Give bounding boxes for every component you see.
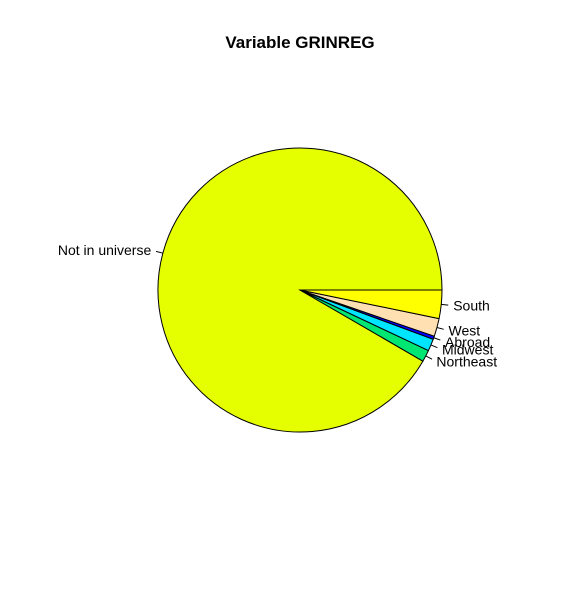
pie-labels: Not in universe NortheastMidwestAbroadWes… (58, 242, 497, 369)
pie-leader-south (441, 303, 449, 306)
pie-slices (157, 147, 443, 433)
pie-leader-midwest (430, 344, 438, 349)
pie-leader-not-in-universe (155, 250, 163, 254)
pie-leader-abroad (433, 337, 441, 341)
pie-leader-west (436, 326, 444, 330)
pie-label-not-in-universe: Not in universe (58, 242, 152, 258)
pie-label-west: West (449, 323, 481, 339)
pie-label-northeast: Northeast (436, 353, 497, 369)
pie-leader-northeast (425, 355, 433, 360)
pie-label-abroad: Abroad (445, 334, 490, 350)
pie-label-south: South (453, 298, 490, 314)
pie-label-midwest: Midwest (442, 342, 493, 358)
chart-title: Variable GRINREG (225, 33, 374, 52)
